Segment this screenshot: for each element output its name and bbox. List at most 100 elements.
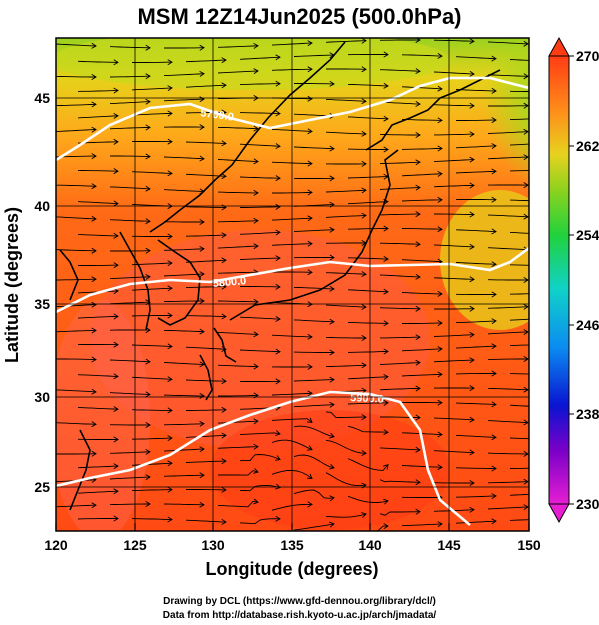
streamline <box>325 472 367 487</box>
streamline <box>487 74 529 77</box>
streamline-arrowhead <box>491 168 497 175</box>
streamline-arrowhead <box>523 329 529 335</box>
streamline-arrowhead <box>221 519 227 525</box>
streamline <box>348 525 389 531</box>
streamline-arrowhead <box>491 343 497 350</box>
streamline <box>131 376 173 380</box>
streamline <box>379 242 421 245</box>
streamline <box>217 331 259 335</box>
streamline <box>455 145 497 149</box>
streamline <box>239 231 281 235</box>
streamline-arrowhead <box>307 66 313 73</box>
streamline <box>293 489 335 499</box>
streamline-arrowhead <box>437 117 443 124</box>
streamline <box>433 277 475 280</box>
streamline-arrowhead <box>523 386 529 393</box>
streamline <box>186 489 227 491</box>
streamline-arrowhead <box>113 168 119 175</box>
y-tick-label: 40 <box>34 198 50 214</box>
streamline <box>509 404 529 407</box>
streamline-arrowhead <box>167 376 173 383</box>
streamline-arrowhead <box>199 328 205 335</box>
streamline-arrowhead <box>415 273 421 280</box>
streamline <box>401 292 443 295</box>
streamline <box>347 257 389 260</box>
streamline <box>325 439 367 454</box>
streamline <box>131 344 173 347</box>
y-tick-label: 35 <box>34 296 50 312</box>
streamline-arrowhead <box>167 460 173 467</box>
streamline <box>433 104 475 107</box>
streamline-arrowhead <box>383 288 389 295</box>
streamline <box>401 523 443 527</box>
streamline <box>487 41 529 45</box>
streamline-arrowhead <box>415 68 421 74</box>
streamline <box>131 518 173 521</box>
streamline-arrowhead <box>383 523 389 530</box>
streamline <box>347 495 389 503</box>
streamline <box>77 406 119 410</box>
streamline-arrowhead <box>329 145 335 152</box>
streamline-arrowhead <box>199 501 205 508</box>
streamline-arrowhead <box>329 521 335 528</box>
streamline <box>433 71 475 75</box>
streamline-arrowhead <box>415 334 421 341</box>
streamline-arrowhead <box>523 154 529 161</box>
streamline <box>509 344 529 347</box>
streamline <box>131 409 173 411</box>
streamline <box>109 101 151 105</box>
streamline-arrowhead <box>275 483 281 490</box>
streamline-arrowhead <box>329 432 335 439</box>
streamline-arrowhead <box>361 414 367 421</box>
streamline-arrowhead <box>415 508 421 515</box>
streamline-arrowhead <box>275 378 281 385</box>
streamline <box>185 259 227 263</box>
streamline-arrowhead <box>415 479 421 486</box>
streamline-arrowhead <box>275 203 281 210</box>
streamline <box>325 131 367 135</box>
streamline <box>347 83 389 87</box>
streamline-arrowhead <box>437 521 443 528</box>
streamline-arrowhead <box>469 385 475 392</box>
contour-label-5700: 5700.0 <box>200 107 235 124</box>
streamline-arrowhead <box>199 246 205 252</box>
streamline <box>455 467 496 469</box>
streamline-arrowhead <box>91 502 97 509</box>
streamline <box>239 56 281 60</box>
streamline <box>325 189 367 193</box>
streamline <box>293 404 335 408</box>
streamline-arrowhead <box>113 313 119 320</box>
x-tick-label: 135 <box>280 537 304 553</box>
streamline <box>56 422 97 425</box>
streamline <box>325 513 367 518</box>
streamline <box>509 437 529 440</box>
streamline <box>163 423 205 426</box>
streamline-arrowhead <box>221 458 227 465</box>
colorbar: 270 262 254 246 238 230 <box>548 36 599 524</box>
streamline <box>185 59 227 63</box>
streamline <box>401 373 443 377</box>
streamline-arrowhead <box>91 356 97 363</box>
streamline <box>487 420 529 424</box>
streamline <box>380 336 421 339</box>
streamline-arrowhead <box>307 269 313 276</box>
colorbar-min-arrow <box>548 503 570 524</box>
streamline-arrowhead <box>307 363 313 370</box>
y-tick-label: 25 <box>34 479 50 495</box>
streamline <box>379 186 421 190</box>
streamline-arrowhead <box>113 113 119 119</box>
streamline <box>509 293 529 295</box>
streamline <box>185 379 227 382</box>
streamline-arrowhead <box>253 298 259 305</box>
streamline-arrowhead <box>523 128 529 135</box>
streamline <box>433 334 475 337</box>
streamline <box>293 454 335 469</box>
graticule <box>56 38 529 531</box>
streamline-arrowhead <box>221 313 227 320</box>
streamline-arrowhead <box>275 515 281 522</box>
streamline <box>293 54 335 57</box>
streamline-arrowhead <box>221 406 227 413</box>
streamline-arrowhead <box>361 304 367 310</box>
streamline-arrowhead <box>199 44 205 51</box>
streamline-arrowhead <box>113 138 119 145</box>
